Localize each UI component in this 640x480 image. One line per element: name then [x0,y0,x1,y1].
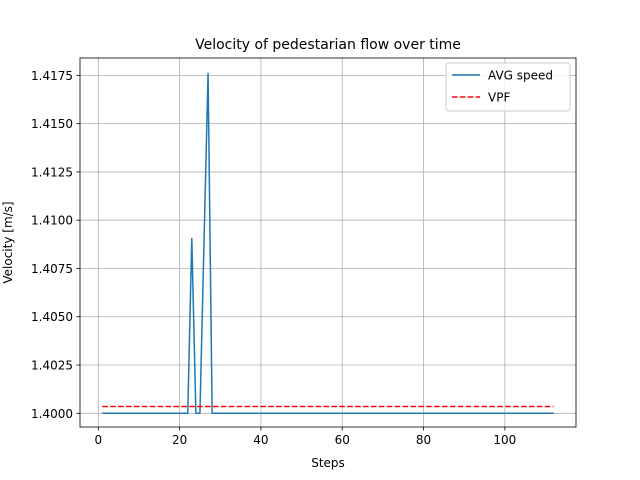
x-tick-label: 20 [172,433,187,447]
series-line-1 [102,72,554,415]
y-tick-label: 1.4175 [31,69,73,83]
axis-ticks: 0 20 40 60 80 100 1.4000 1.4025 1.4050 1.4075 1.41… [31,69,516,447]
x-tick-label: 60 [335,433,350,447]
y-tick-label: 1.4075 [31,262,73,276]
x-axis-title: Steps [311,456,345,470]
chart-title: Velocity of pedestarian flow over time [195,37,461,53]
x-tick-label: 100 [493,433,516,447]
legend: AVG speed VPF [445,62,571,112]
grid-lines [80,58,576,427]
x-tick-label: 80 [416,433,431,447]
plot-area-frame [79,57,577,428]
y-axis-title: Velocity [m/s] [1,201,15,283]
x-tick-label: 0 [94,433,102,447]
plot-series [102,72,554,415]
y-tick-label: 1.4100 [31,214,73,228]
y-tick-label: 1.4050 [31,310,73,324]
y-tick-label: 1.4125 [31,165,73,179]
x-tick-label: 40 [253,433,268,447]
y-tick-label: 1.4025 [31,359,73,373]
legend-label: VPF [488,91,510,105]
y-tick-label: 1.4150 [31,117,73,131]
legend-label: AVG speed [488,69,553,83]
y-tick-label: 1.4000 [31,407,73,421]
